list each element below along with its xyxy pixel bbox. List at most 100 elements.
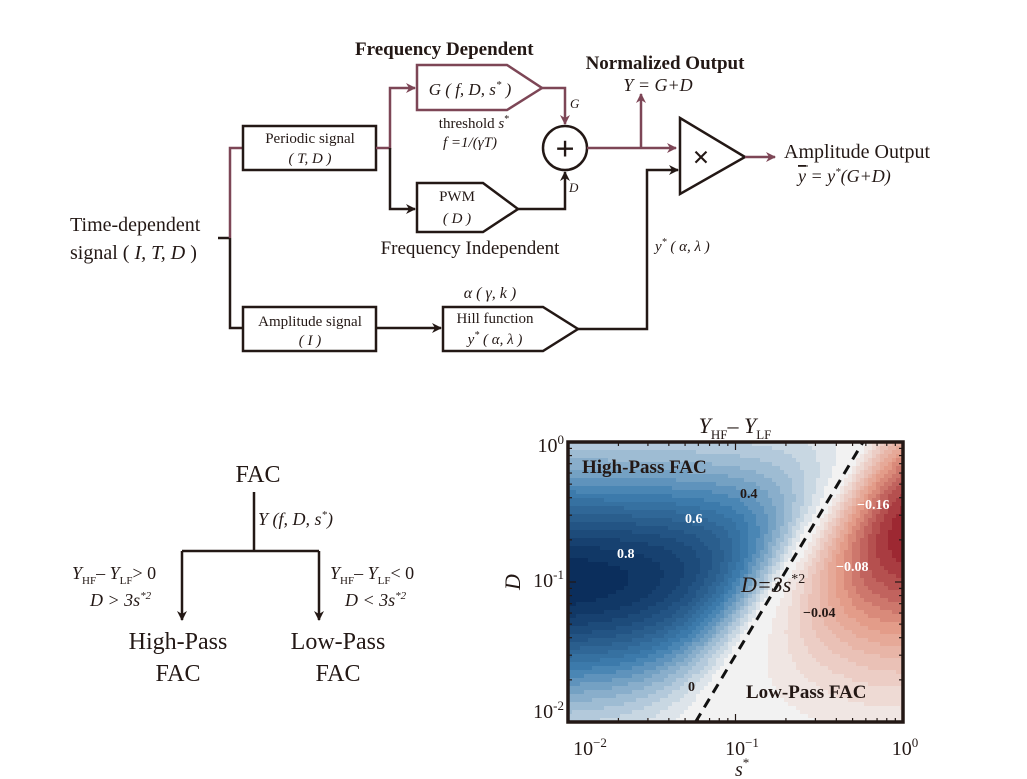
heatmap-cell — [592, 466, 597, 471]
heatmap-cell — [616, 706, 621, 711]
heatmap-cell — [776, 546, 781, 551]
heatmap-cell — [660, 518, 665, 523]
heatmap-cell — [820, 590, 825, 595]
heatmap-cell — [752, 658, 757, 663]
heatmap-cell — [800, 522, 805, 527]
heatmap-cell — [644, 518, 649, 523]
heatmap-cell — [688, 578, 693, 583]
heatmap-cell — [756, 566, 761, 571]
heatmap-cell — [716, 486, 721, 491]
heatmap-cell — [792, 594, 797, 599]
heatmap-cell — [848, 566, 853, 571]
heatmap-cell — [692, 446, 697, 451]
heatmap-cell — [704, 642, 709, 647]
heatmap-cell — [748, 638, 753, 643]
heatmap-cell — [588, 458, 593, 463]
heatmap-cell — [700, 466, 705, 471]
heatmap-cell — [780, 562, 785, 567]
heatmap-cell — [580, 478, 585, 483]
heatmap-cell — [576, 642, 581, 647]
heatmap-cell — [596, 658, 601, 663]
heatmap-cell — [604, 478, 609, 483]
heatmap-cell — [648, 502, 653, 507]
heatmap-cell — [824, 710, 829, 715]
heatmap-cell — [780, 534, 785, 539]
heatmap-cell — [808, 666, 813, 671]
heatmap-cell — [740, 574, 745, 579]
heatmap-cell — [792, 498, 797, 503]
heatmap-cell — [676, 550, 681, 555]
heatmap-cell — [740, 450, 745, 455]
heatmap-cell — [748, 678, 753, 683]
heatmap-cell — [652, 482, 657, 487]
heatmap-cell — [600, 598, 605, 603]
heatmap-cell — [584, 502, 589, 507]
heatmap-cell — [588, 590, 593, 595]
heatmap-cell — [628, 610, 633, 615]
heatmap-cell — [836, 574, 841, 579]
heatmap-cell — [760, 522, 765, 527]
heatmap-cell — [812, 626, 817, 631]
heatmap-cell — [784, 670, 789, 675]
heatmap-cell — [656, 578, 661, 583]
heatmap-cell — [760, 606, 765, 611]
heatmap-cell — [848, 466, 853, 471]
heatmap-cell — [600, 642, 605, 647]
heatmap-cell — [720, 566, 725, 571]
heatmap-cell — [692, 598, 697, 603]
heatmap-cell — [832, 606, 837, 611]
heatmap-cell — [812, 462, 817, 467]
heatmap-cell — [684, 618, 689, 623]
heatmap-cell — [636, 510, 641, 515]
heatmap-cell — [740, 658, 745, 663]
heatmap-cell — [748, 462, 753, 467]
heatmap-cell — [792, 454, 797, 459]
heatmap-cell — [688, 550, 693, 555]
heatmap-cell — [832, 718, 837, 722]
heatmap-cell — [616, 634, 621, 639]
heatmap-cell — [632, 482, 637, 487]
heatmap-cell — [568, 670, 573, 675]
heatmap-cell — [584, 634, 589, 639]
heatmap-cell — [648, 570, 653, 575]
heatmap-cell — [752, 614, 757, 619]
heatmap-cell — [644, 662, 649, 667]
heatmap-cell — [588, 714, 593, 719]
heatmap-cell — [780, 658, 785, 663]
heatmap-cell — [580, 486, 585, 491]
heatmap-cell — [688, 706, 693, 711]
heatmap-cell — [608, 662, 613, 667]
heatmap-cell — [604, 442, 609, 447]
heatmap-cell — [844, 642, 849, 647]
heatmap-cell — [592, 682, 597, 687]
heatmap-cell — [712, 582, 717, 587]
heatmap-cell — [832, 450, 837, 455]
heatmap-cell — [764, 454, 769, 459]
heatmap-cell — [832, 674, 837, 679]
heatmap-cell — [828, 698, 833, 703]
heatmap-cell — [784, 590, 789, 595]
heatmap-cell — [784, 674, 789, 679]
heatmap-cell — [636, 702, 641, 707]
heatmap-cell — [736, 518, 741, 523]
heatmap-cell — [624, 586, 629, 591]
heatmap-cell — [688, 494, 693, 499]
heatmap-cell — [636, 582, 641, 587]
heatmap-cell — [784, 490, 789, 495]
heatmap-cell — [632, 542, 637, 547]
heatmap-cell — [844, 618, 849, 623]
heatmap-cell — [756, 554, 761, 559]
heatmap-cell — [820, 498, 825, 503]
heatmap-cell — [604, 682, 609, 687]
heatmap-cell — [572, 590, 577, 595]
heatmap-cell — [688, 630, 693, 635]
heatmap-cell — [612, 614, 617, 619]
heatmap-cell — [592, 674, 597, 679]
heatmap-cell — [816, 630, 821, 635]
heatmap-cell — [692, 666, 697, 671]
heatmap-cell — [844, 666, 849, 671]
heatmap-cell — [848, 546, 853, 551]
heatmap-cell — [632, 534, 637, 539]
heatmap-cell — [792, 474, 797, 479]
heatmap-cell — [700, 470, 705, 475]
